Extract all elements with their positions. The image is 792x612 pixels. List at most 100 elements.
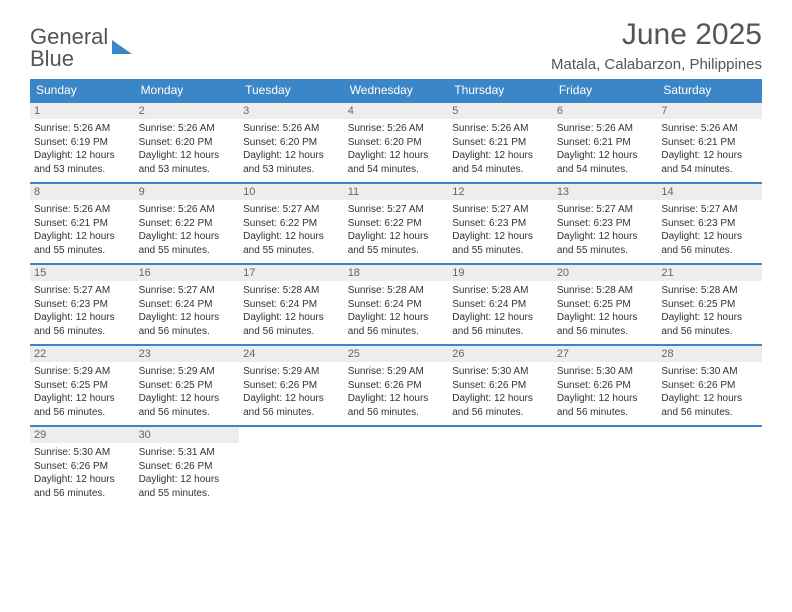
daylight-line: Daylight: 12 hours and 55 minutes. — [139, 230, 236, 257]
daylight-line: Daylight: 12 hours and 56 minutes. — [34, 473, 131, 500]
sunrise-line: Sunrise: 5:26 AM — [348, 122, 445, 136]
sunrise-line: Sunrise: 5:27 AM — [452, 203, 549, 217]
daylight-line: Daylight: 12 hours and 56 minutes. — [661, 230, 758, 257]
day-number: 24 — [239, 346, 344, 362]
calendar-cell: .. — [239, 427, 344, 506]
sunrise-line: Sunrise: 5:27 AM — [661, 203, 758, 217]
day-number: 13 — [553, 184, 658, 200]
calendar-cell: 29Sunrise: 5:30 AMSunset: 6:26 PMDayligh… — [30, 427, 135, 506]
day-number: 3 — [239, 103, 344, 119]
calendar-cell: 24Sunrise: 5:29 AMSunset: 6:26 PMDayligh… — [239, 346, 344, 425]
daylight-line: Daylight: 12 hours and 56 minutes. — [452, 392, 549, 419]
day-details: Sunrise: 5:27 AMSunset: 6:22 PMDaylight:… — [344, 200, 449, 263]
day-details: Sunrise: 5:30 AMSunset: 6:26 PMDaylight:… — [657, 362, 762, 425]
day-number: 12 — [448, 184, 553, 200]
sunrise-line: Sunrise: 5:27 AM — [348, 203, 445, 217]
day-number: 18 — [344, 265, 449, 281]
day-details: Sunrise: 5:27 AMSunset: 6:23 PMDaylight:… — [553, 200, 658, 263]
sunrise-line: Sunrise: 5:26 AM — [139, 122, 236, 136]
sunrise-line: Sunrise: 5:31 AM — [139, 446, 236, 460]
calendar-cell: .. — [657, 427, 762, 506]
sunset-line: Sunset: 6:22 PM — [243, 217, 340, 231]
calendar-cell: 16Sunrise: 5:27 AMSunset: 6:24 PMDayligh… — [135, 265, 240, 344]
day-number: 22 — [30, 346, 135, 362]
day-number: 30 — [135, 427, 240, 443]
calendar-cell: 4Sunrise: 5:26 AMSunset: 6:20 PMDaylight… — [344, 103, 449, 182]
sunset-line: Sunset: 6:24 PM — [348, 298, 445, 312]
day-details: Sunrise: 5:27 AMSunset: 6:23 PMDaylight:… — [30, 281, 135, 344]
day-number: 26 — [448, 346, 553, 362]
day-number: 28 — [657, 346, 762, 362]
daylight-line: Daylight: 12 hours and 56 minutes. — [452, 311, 549, 338]
sunrise-line: Sunrise: 5:28 AM — [661, 284, 758, 298]
calendar-week: 1Sunrise: 5:26 AMSunset: 6:19 PMDaylight… — [30, 101, 762, 182]
sunrise-line: Sunrise: 5:30 AM — [557, 365, 654, 379]
day-details: Sunrise: 5:28 AMSunset: 6:25 PMDaylight:… — [657, 281, 762, 344]
sunset-line: Sunset: 6:26 PM — [557, 379, 654, 393]
sunset-line: Sunset: 6:26 PM — [348, 379, 445, 393]
day-number: 19 — [448, 265, 553, 281]
sunset-line: Sunset: 6:25 PM — [557, 298, 654, 312]
calendar-cell: 12Sunrise: 5:27 AMSunset: 6:23 PMDayligh… — [448, 184, 553, 263]
day-number: 10 — [239, 184, 344, 200]
day-details: Sunrise: 5:30 AMSunset: 6:26 PMDaylight:… — [448, 362, 553, 425]
day-number: 7 — [657, 103, 762, 119]
daylight-line: Daylight: 12 hours and 54 minutes. — [557, 149, 654, 176]
day-number: 8 — [30, 184, 135, 200]
daylight-line: Daylight: 12 hours and 56 minutes. — [139, 392, 236, 419]
sunrise-line: Sunrise: 5:29 AM — [139, 365, 236, 379]
day-number: 1 — [30, 103, 135, 119]
calendar-week: 8Sunrise: 5:26 AMSunset: 6:21 PMDaylight… — [30, 182, 762, 263]
daylight-line: Daylight: 12 hours and 56 minutes. — [348, 311, 445, 338]
day-details: Sunrise: 5:29 AMSunset: 6:26 PMDaylight:… — [344, 362, 449, 425]
day-details: Sunrise: 5:30 AMSunset: 6:26 PMDaylight:… — [30, 443, 135, 506]
sunset-line: Sunset: 6:26 PM — [661, 379, 758, 393]
sunrise-line: Sunrise: 5:26 AM — [243, 122, 340, 136]
day-details: Sunrise: 5:26 AMSunset: 6:21 PMDaylight:… — [30, 200, 135, 263]
day-details: Sunrise: 5:28 AMSunset: 6:24 PMDaylight:… — [448, 281, 553, 344]
day-number: 2 — [135, 103, 240, 119]
sunrise-line: Sunrise: 5:29 AM — [243, 365, 340, 379]
calendar-week: 15Sunrise: 5:27 AMSunset: 6:23 PMDayligh… — [30, 263, 762, 344]
calendar-cell: 6Sunrise: 5:26 AMSunset: 6:21 PMDaylight… — [553, 103, 658, 182]
day-details: Sunrise: 5:27 AMSunset: 6:22 PMDaylight:… — [239, 200, 344, 263]
daylight-line: Daylight: 12 hours and 55 minutes. — [452, 230, 549, 257]
sunrise-line: Sunrise: 5:30 AM — [661, 365, 758, 379]
daylight-line: Daylight: 12 hours and 54 minutes. — [452, 149, 549, 176]
sunset-line: Sunset: 6:21 PM — [34, 217, 131, 231]
day-details: Sunrise: 5:26 AMSunset: 6:21 PMDaylight:… — [553, 119, 658, 182]
day-number: 23 — [135, 346, 240, 362]
sunset-line: Sunset: 6:24 PM — [452, 298, 549, 312]
sunrise-line: Sunrise: 5:28 AM — [452, 284, 549, 298]
day-details: Sunrise: 5:26 AMSunset: 6:19 PMDaylight:… — [30, 119, 135, 182]
sunrise-line: Sunrise: 5:26 AM — [452, 122, 549, 136]
sunset-line: Sunset: 6:25 PM — [34, 379, 131, 393]
calendar-cell: 30Sunrise: 5:31 AMSunset: 6:26 PMDayligh… — [135, 427, 240, 506]
sunset-line: Sunset: 6:20 PM — [348, 136, 445, 150]
sunrise-line: Sunrise: 5:29 AM — [348, 365, 445, 379]
day-number: 16 — [135, 265, 240, 281]
sunset-line: Sunset: 6:20 PM — [243, 136, 340, 150]
day-details: Sunrise: 5:31 AMSunset: 6:26 PMDaylight:… — [135, 443, 240, 506]
month-title: June 2025 — [551, 18, 762, 52]
sunrise-line: Sunrise: 5:27 AM — [243, 203, 340, 217]
calendar-cell: 13Sunrise: 5:27 AMSunset: 6:23 PMDayligh… — [553, 184, 658, 263]
calendar-cell: 8Sunrise: 5:26 AMSunset: 6:21 PMDaylight… — [30, 184, 135, 263]
sunset-line: Sunset: 6:24 PM — [139, 298, 236, 312]
daylight-line: Daylight: 12 hours and 53 minutes. — [139, 149, 236, 176]
day-number: 15 — [30, 265, 135, 281]
sunrise-line: Sunrise: 5:28 AM — [243, 284, 340, 298]
calendar-cell: 25Sunrise: 5:29 AMSunset: 6:26 PMDayligh… — [344, 346, 449, 425]
logo: General Blue — [30, 26, 132, 70]
day-header: Monday — [135, 79, 240, 101]
calendar-cell: 20Sunrise: 5:28 AMSunset: 6:25 PMDayligh… — [553, 265, 658, 344]
day-details: Sunrise: 5:29 AMSunset: 6:25 PMDaylight:… — [30, 362, 135, 425]
calendar-cell: .. — [553, 427, 658, 506]
daylight-line: Daylight: 12 hours and 56 minutes. — [661, 311, 758, 338]
calendar-cell: 10Sunrise: 5:27 AMSunset: 6:22 PMDayligh… — [239, 184, 344, 263]
calendar-cell: 21Sunrise: 5:28 AMSunset: 6:25 PMDayligh… — [657, 265, 762, 344]
sunset-line: Sunset: 6:21 PM — [557, 136, 654, 150]
day-details: Sunrise: 5:28 AMSunset: 6:25 PMDaylight:… — [553, 281, 658, 344]
sunrise-line: Sunrise: 5:26 AM — [661, 122, 758, 136]
calendar-cell: 3Sunrise: 5:26 AMSunset: 6:20 PMDaylight… — [239, 103, 344, 182]
